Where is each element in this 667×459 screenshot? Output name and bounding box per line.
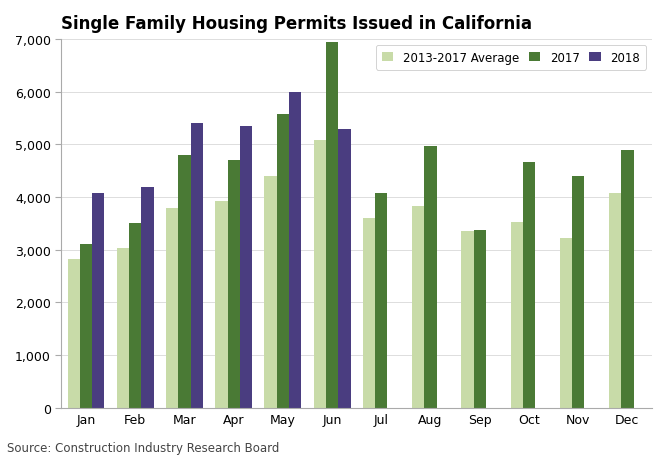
Bar	[523, 162, 535, 408]
Bar	[621, 151, 634, 408]
Bar	[277, 115, 289, 408]
Bar	[412, 207, 424, 408]
Bar	[215, 202, 227, 408]
Legend: 2013-2017 Average, 2017, 2018: 2013-2017 Average, 2017, 2018	[376, 46, 646, 71]
Bar	[560, 238, 572, 408]
Bar	[510, 223, 523, 408]
Bar	[191, 124, 203, 408]
Bar	[178, 156, 191, 408]
Bar	[338, 129, 351, 408]
Bar	[264, 177, 277, 408]
Bar	[67, 259, 80, 408]
Bar	[424, 146, 437, 408]
Bar	[313, 141, 326, 408]
Bar	[474, 230, 486, 408]
Bar	[92, 194, 105, 408]
Text: Source: Construction Industry Research Board: Source: Construction Industry Research B…	[7, 442, 279, 454]
Bar	[462, 232, 474, 408]
Bar	[326, 43, 338, 408]
Bar	[289, 93, 301, 408]
Bar	[117, 249, 129, 408]
Bar	[227, 161, 240, 408]
Bar	[363, 218, 375, 408]
Text: Single Family Housing Permits Issued in California: Single Family Housing Permits Issued in …	[61, 15, 532, 33]
Bar	[141, 187, 153, 408]
Bar	[240, 127, 252, 408]
Bar	[166, 208, 178, 408]
Bar	[572, 177, 584, 408]
Bar	[129, 224, 141, 408]
Bar	[80, 245, 92, 408]
Bar	[609, 194, 621, 408]
Bar	[375, 194, 388, 408]
